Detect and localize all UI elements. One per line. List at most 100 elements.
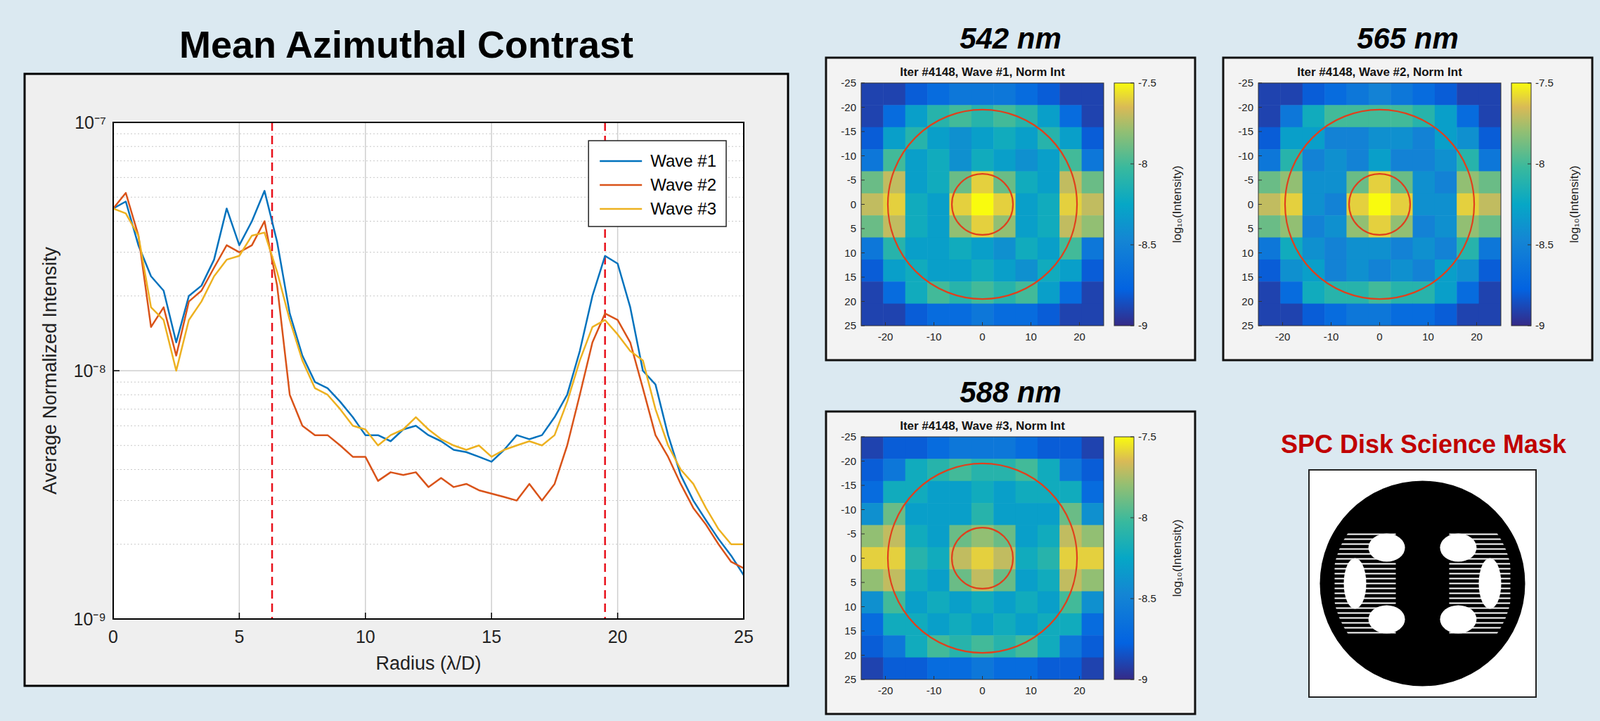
heatmap-cell [1324,281,1347,304]
x-tick-label: 10 [1024,330,1037,343]
y-tick-label: 5 [1247,222,1254,235]
heatmap-cell [1258,193,1281,216]
heatmap-cell [1015,259,1039,282]
tick [885,675,886,680]
legend: Wave #1Wave #2Wave #3 [588,140,727,227]
colorbar-tick-label: -8 [1138,511,1148,524]
heatmap-cell [1258,82,1281,106]
heatmap-cell [1324,237,1347,261]
heatmap-cell [1015,127,1039,150]
heatmap-cell [1037,591,1061,614]
tick [861,82,865,84]
heatmap-cell [993,436,1016,460]
heatmap-cell [993,104,1016,128]
heatmap-cell [1258,303,1281,326]
heatmap-cell [1037,170,1061,194]
heatmap-cell [1479,237,1501,261]
heatmap-cell [1015,193,1039,216]
heatmap-cell [971,237,995,261]
colorbar-tick [1130,244,1134,246]
tick [1379,321,1380,326]
heatmap-cell [1324,149,1347,172]
tick [1258,131,1262,133]
heatmap-cell [1280,193,1303,216]
y-tick-label: 25 [844,672,857,685]
y-tick-label: 10 [1241,246,1254,259]
heatmap-cell [1479,149,1501,172]
heatmap-cell [1059,149,1082,172]
mask-disk [1320,480,1526,687]
x-tick-label: -10 [1323,330,1340,343]
mask-lobe [1439,604,1477,633]
minor-grid-line [113,468,744,470]
heatmap-cell [1413,237,1436,261]
heatmap-cell [927,591,950,614]
panel [1223,57,1593,360]
minor-grid-line [113,543,744,545]
colorbar-tick-label: -8.5 [1535,238,1554,251]
heatmap-cell [1280,281,1303,304]
legend-swatch [599,184,642,187]
heatmap-cell [1258,215,1281,238]
heatmap-cell [1456,149,1480,172]
x-tick-label: 5 [234,626,244,647]
heatmap-cell [905,634,928,658]
colorbar [1511,82,1532,326]
heatmap-cell [1059,104,1082,128]
heatmap-cell [1434,215,1458,238]
y-tick-label: -10 [1237,149,1254,162]
heatmap-cell [1037,458,1061,481]
heatmap-cell [1037,657,1061,680]
heatmap-cell [1015,546,1039,570]
heatmap-cell [971,480,995,504]
heatmap-cell [1413,303,1436,326]
heatmap-cell [949,82,972,106]
heatmap-cell [993,591,1016,614]
heatmap-cell [1258,281,1281,304]
tick [861,508,865,510]
colorbar-tick [1130,82,1134,84]
heatmap-cell [882,436,906,460]
image-frame [861,82,1104,326]
tick [1258,325,1262,327]
grid-line [239,122,241,619]
heatmap-cell [993,259,1016,282]
heatmap-cell [882,259,906,282]
tick [1258,276,1262,278]
tick [861,179,865,181]
x-tick-label: 10 [1422,330,1435,343]
heatmap-cell [1081,170,1104,194]
mask-lobe [1439,533,1477,562]
heatmap-cell [1037,436,1061,460]
image-frame [1258,82,1501,326]
heatmap-cell [949,502,972,526]
heatmap-cell [861,259,884,282]
heatmap-cell [905,436,928,460]
reference-line [271,122,274,619]
tick [743,612,745,619]
heatmap-cell [993,480,1016,504]
heatmap-cell [1015,613,1039,636]
tick [1476,321,1477,326]
mask-lobe [1344,558,1367,609]
heatmap-cell [1059,82,1082,106]
heatmap-cell [927,303,950,326]
y-tick-label: -5 [847,527,857,540]
heatmap-cell [905,524,928,547]
heatmap-cell [861,502,884,526]
heatmap-cell [1037,193,1061,216]
heatmap-cell [971,546,995,570]
y-tick-label: -20 [840,101,857,114]
heatmap-cell [993,502,1016,526]
heatmap-cell [905,104,928,128]
heatmap-cell [1059,568,1082,592]
y-tick-label: 15 [1241,270,1254,283]
heatmap-cell [1456,104,1480,128]
tick [861,203,865,205]
heatmap-cell [1081,524,1104,547]
heatmap-cell [971,127,995,150]
heatmap-cell [927,193,950,216]
heatmap-cell [1479,303,1501,326]
heatmap-cell [1059,613,1082,636]
heatmap-cell [1059,546,1082,570]
